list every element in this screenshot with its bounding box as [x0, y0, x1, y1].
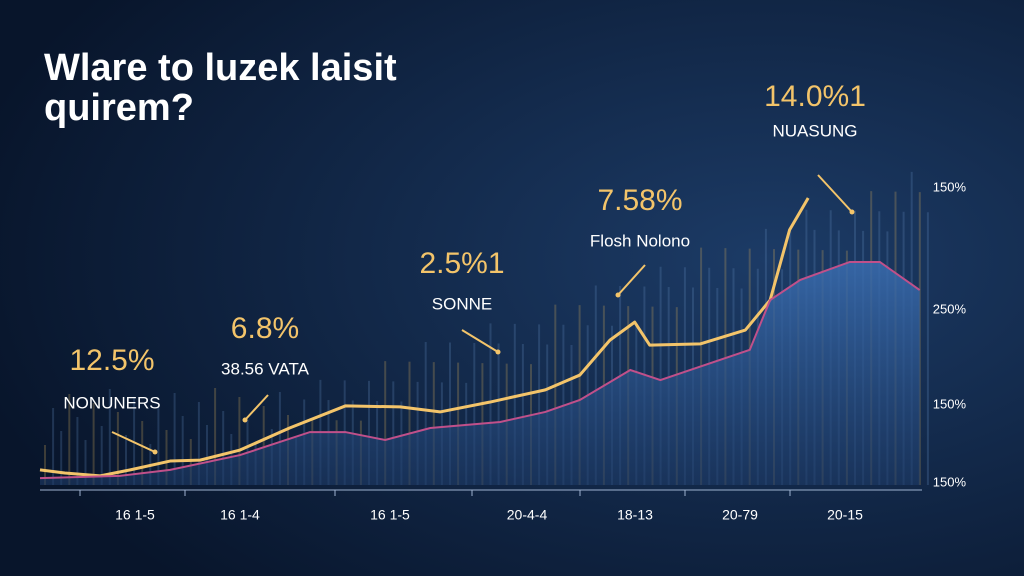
right-label: 150%	[933, 474, 967, 489]
x-tick-label: 18-13	[617, 507, 653, 523]
annotation-leader	[111, 431, 156, 453]
area-fill	[40, 261, 920, 485]
x-tick-label: 16 1-5	[115, 507, 155, 523]
annotation-label: NUASUNG	[772, 121, 857, 140]
x-tick-label: 16 1-5	[370, 507, 410, 523]
series-line	[39, 197, 810, 478]
x-tick-label: 20-79	[722, 507, 758, 523]
annotation-value: 14.0%1	[764, 80, 866, 113]
annotation-dot	[849, 209, 855, 215]
annotation-leader	[617, 264, 646, 296]
x-tick-label: 20-15	[827, 507, 863, 523]
annotation-value: 12.5%	[69, 344, 154, 377]
annotation-leader	[461, 329, 499, 353]
title-line: Wlare to luzek laisit	[44, 47, 397, 89]
right-label: 150%	[933, 179, 967, 194]
right-label: 150%	[933, 396, 967, 411]
annotation-dot	[152, 449, 158, 455]
annotation-label: Flosh Nolono	[590, 231, 690, 250]
x-tick-label: 20-4-4	[507, 507, 548, 523]
annotation-value: 7.58%	[597, 184, 682, 217]
annotation-value: 6.8%	[231, 312, 299, 345]
annotation-label: 38.56 VATA	[221, 359, 310, 378]
annotation-leader	[244, 394, 269, 421]
x-tick-label: 16 1-4	[220, 507, 260, 523]
title-line: quirem?	[44, 87, 194, 129]
annotation-leader	[817, 174, 853, 213]
annotation-dot	[242, 417, 248, 423]
right-label: 250%	[933, 301, 967, 316]
annotation-value: 2.5%1	[419, 247, 504, 280]
annotation-dot	[495, 349, 501, 355]
annotation-label: SONNE	[432, 294, 492, 313]
annotation-label: NONUNERS	[63, 393, 160, 412]
annotation-dot	[615, 292, 621, 298]
area-line	[39, 260, 921, 480]
